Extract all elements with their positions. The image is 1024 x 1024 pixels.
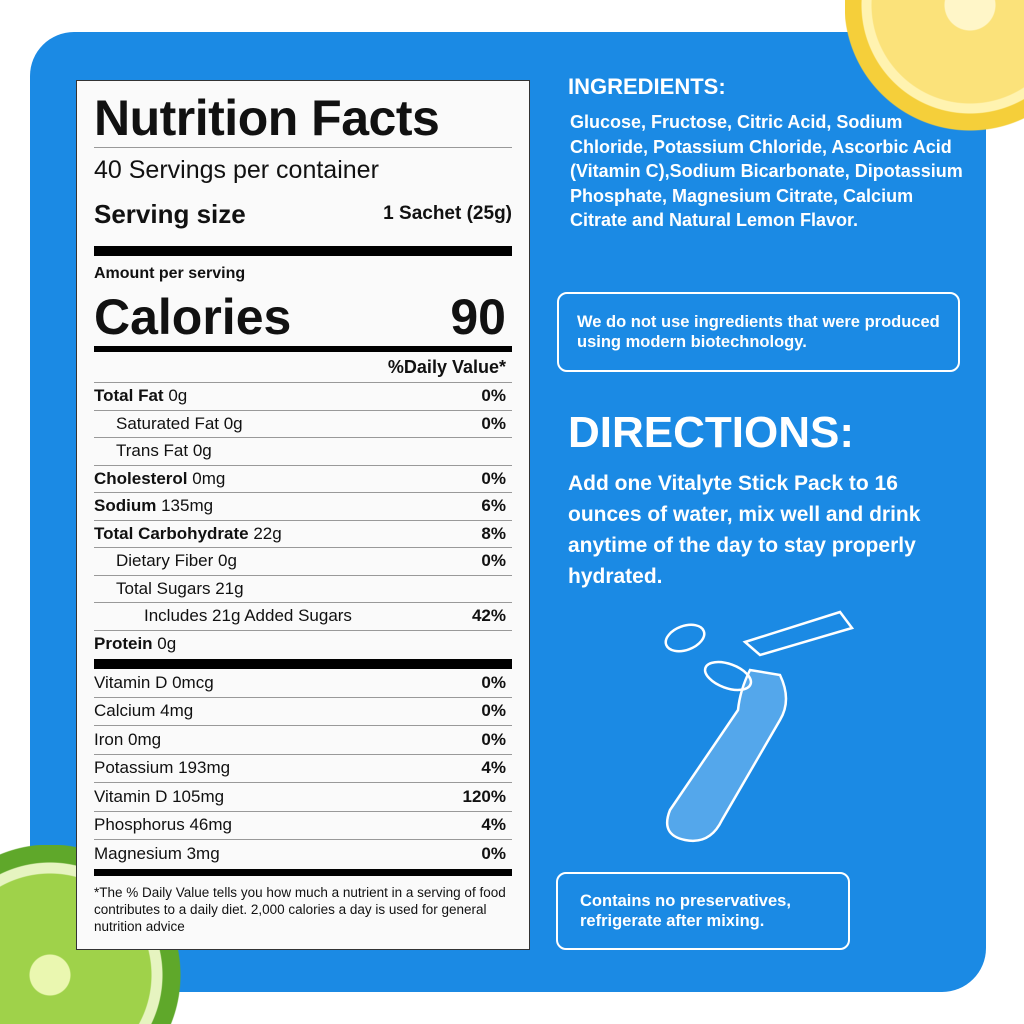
ingredients-heading: INGREDIENTS: [568,74,726,99]
nutrient-daily-value: 6% [481,496,506,516]
nutrient-label: Sodium [94,496,157,516]
nutrient-name: Total Carbohydrate 22g [94,524,282,544]
micronutrient-daily-value: 0% [481,729,506,749]
nutrient-row: Sodium 135mg 6% [94,492,512,520]
micronutrient-row: Vitamin D 0mcg 0% [94,669,512,698]
nutrient-row: Total Fat 0g 0% [94,382,512,410]
nutrient-row: Dietary Fiber 0g 0% [94,547,512,575]
nutrient-daily-value: 0% [481,468,506,488]
directions-heading: DIRECTIONS: [568,408,854,457]
bottle-cap-icon [664,623,706,653]
micronutrient-name: Magnesium 3mg [94,844,220,864]
calories: Calories 90 [94,292,512,342]
nutrient-daily-value: 0% [481,413,506,433]
nutrient-daily-value: 0% [481,551,506,571]
micronutrient-daily-value: 0% [481,672,506,692]
calories-label: Calories [94,289,292,345]
divider-thick [94,246,512,256]
nutrient-amount: 22g [253,523,282,543]
micronutrient-name: Calcium 4mg [94,701,194,721]
bottle-mouth-icon [703,660,753,692]
nutrient-amount: 135mg [161,496,214,516]
nutrient-row: Total Carbohydrate 22g 8% [94,519,512,548]
storage-note: Contains no preservatives, refrigerate a… [580,892,791,930]
nutrient-label: Trans Fat 0g [116,441,212,461]
micronutrient-daily-value: 0% [481,701,506,721]
biotech-note-box: We do not use ingredients that were prod… [557,292,960,372]
lemon-slice-image [845,0,1024,132]
nutrient-name: Total Sugars 21g [94,579,244,599]
serving-size-value: 1 Sachet (25g) [383,203,512,224]
nutrient-label: Cholesterol [94,468,188,488]
nutrient-row: Protein 0g [94,629,512,658]
stick-pack-icon [742,610,855,657]
nutrient-daily-value: 0% [481,386,506,406]
bottle-icon [665,668,788,843]
biotech-note: We do not use ingredients that were prod… [577,313,940,351]
nutrient-label: Total Fat [94,386,164,406]
micronutrient-name: Potassium 193mg [94,758,231,778]
nutrient-daily-value: 42% [471,606,506,626]
nutrient-label: Dietary Fiber 0g [116,551,237,571]
nutrient-amount: 0g [157,633,177,653]
nutrient-amount: 0mg [192,468,226,488]
nutrient-name: Saturated Fat 0g [94,414,243,434]
footnote: *The % Daily Value tells you how much a … [94,884,506,934]
nutrient-row: Includes 21g Added Sugars 42% [94,602,512,630]
nutrient-name: Protein 0g [94,634,176,654]
micronutrient-row: Potassium 193mg 4% [94,755,512,783]
nutrition-facts-label: Nutrition Facts 40 Servings per containe… [76,80,530,950]
nutrient-row: Total Sugars 21g [94,574,512,603]
micronutrient-daily-value: 4% [481,815,506,835]
micronutrient-row: Iron 0mg 0% [94,726,512,755]
nutrient-amount: 0g [168,386,188,406]
label-title: Nutrition Facts [94,90,440,146]
micronutrient-name: Vitamin D 105mg [94,786,225,806]
divider-medium [94,346,512,352]
nutrient-label: Includes 21g Added Sugars [144,606,352,626]
nutrient-name: Trans Fat 0g [94,441,212,461]
nutrient-row: Trans Fat 0g [94,437,512,465]
nutrient-name: Dietary Fiber 0g [94,551,237,571]
nutrient-label: Total Sugars 21g [116,578,244,598]
micronutrient-row: Phosphorus 46mg 4% [94,812,512,840]
calories-value: 90 [450,289,506,345]
serving-size: Serving size 1 Sachet (25g) [94,192,512,236]
nutrient-row: Saturated Fat 0g 0% [94,409,512,438]
nutrient-name: Includes 21g Added Sugars [94,606,352,626]
micronutrient-name: Iron 0mg [94,729,162,749]
nutrient-name: Total Fat 0g [94,386,187,406]
micronutrient-daily-value: 0% [481,844,506,864]
directions-text: Add one Vitalyte Stick Pack to 16 ounces… [568,472,921,588]
micronutrient-row: Magnesium 3mg 0% [94,840,512,869]
micronutrient-name: Phosphorus 46mg [94,815,232,835]
servings-per-container: 40 Servings per container [94,156,379,184]
nutrient-label: Saturated Fat 0g [116,413,243,433]
bottle-and-stick-pack-illustration [664,610,855,843]
daily-value-header: %Daily Value* [387,357,506,377]
amount-per-serving: Amount per serving [94,265,246,282]
nutrient-name: Cholesterol 0mg [94,469,225,489]
micronutrient-row: Vitamin D 105mg 120% [94,783,512,812]
divider-thick [94,659,512,669]
ingredients-text: Glucose, Fructose, Citric Acid, Sodium C… [570,112,963,230]
nutrient-name: Sodium 135mg [94,496,213,516]
nutrient-label: Protein [94,633,153,653]
micronutrient-row: Calcium 4mg 0% [94,698,512,726]
divider [94,147,512,148]
micronutrient-name: Vitamin D 0mcg [94,672,214,692]
serving-size-label: Serving size [94,198,246,229]
divider-thick [94,868,512,876]
nutrient-row: Cholesterol 0mg 0% [94,464,512,493]
micronutrient-daily-value: 120% [462,786,506,806]
storage-note-box: Contains no preservatives, refrigerate a… [556,872,850,950]
nutrient-daily-value: 8% [481,523,506,543]
micronutrient-daily-value: 4% [481,758,506,778]
nutrient-label: Total Carbohydrate [94,523,249,543]
